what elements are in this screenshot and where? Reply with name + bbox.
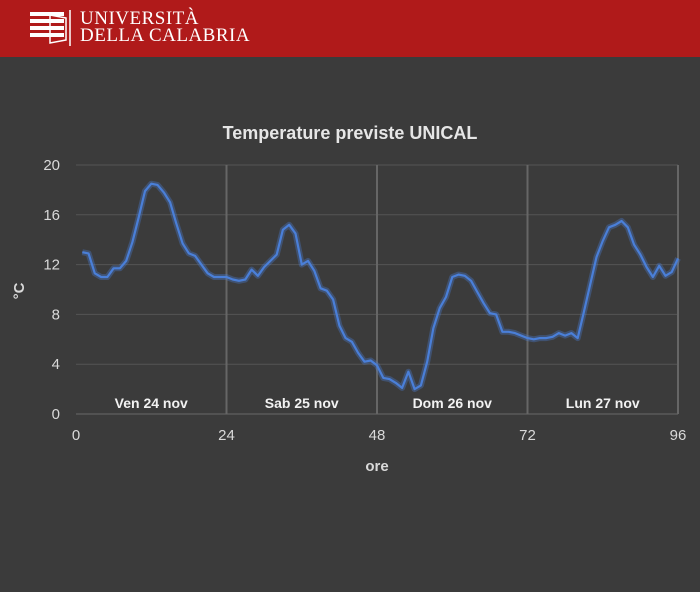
temperature-line [82, 182, 679, 391]
day-separators [225, 165, 679, 414]
x-axis-label: ore [365, 458, 388, 475]
chart-title: Temperature previste UNICAL [223, 123, 478, 143]
logo-line-2: DELLA CALABRIA [80, 25, 251, 46]
y-tick-label: 12 [43, 257, 60, 274]
x-tick-label: 24 [218, 427, 235, 444]
x-tick-label: 0 [72, 427, 80, 444]
logo-line-1: UNIVERSITÀ [80, 8, 199, 29]
university-header: UNIVERSITÀ DELLA CALABRIA [0, 0, 700, 57]
x-tick-label: 48 [369, 427, 386, 444]
day-labels: Ven 24 nov Sab 25 nov Dom 26 nov Lun 27 nov [115, 395, 640, 411]
y-axis-label: °C [11, 282, 28, 299]
y-tick-label: 0 [52, 406, 60, 423]
x-tick-label: 96 [670, 427, 687, 444]
y-tick-label: 16 [43, 207, 60, 224]
y-tick-label: 8 [52, 306, 60, 323]
x-tick-label: 72 [519, 427, 536, 444]
x-axis-ticks: 0 24 48 72 96 [72, 427, 687, 444]
university-logo-icon [30, 10, 71, 46]
day-label: Dom 26 nov [413, 395, 493, 411]
day-label: Ven 24 nov [115, 395, 188, 411]
day-label: Sab 25 nov [265, 395, 339, 411]
y-tick-label: 20 [43, 157, 60, 174]
university-logo-text: UNIVERSITÀ DELLA CALABRIA [80, 8, 251, 46]
y-axis-ticks: 0 4 8 12 16 20 [43, 157, 60, 423]
series-lines [81, 180, 681, 393]
day-label: Lun 27 nov [566, 395, 640, 411]
y-tick-label: 4 [52, 356, 60, 373]
